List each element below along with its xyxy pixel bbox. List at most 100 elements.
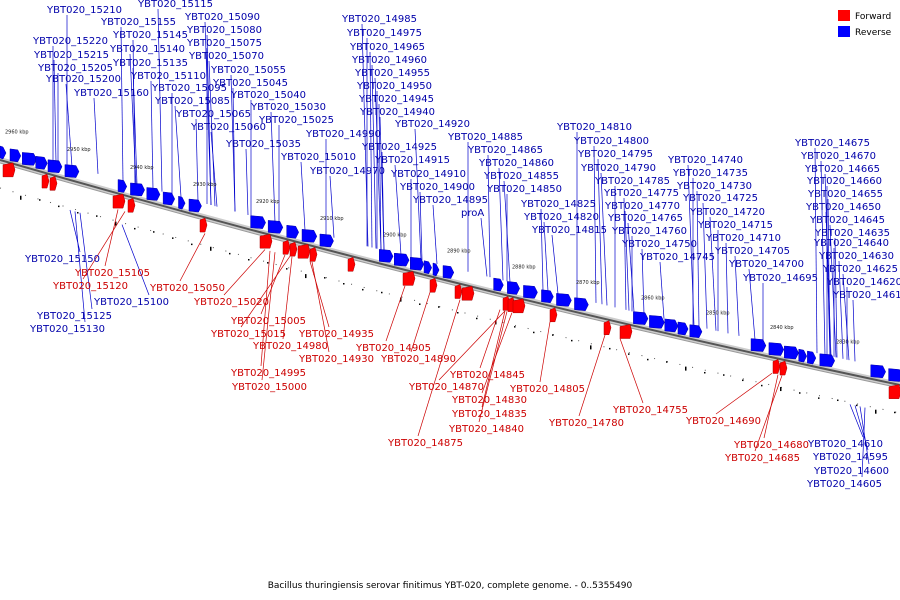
reverse-gene [689,324,703,338]
position-marker [153,231,155,233]
reverse-gene [0,145,7,160]
forward-gene-label: YBT020_14845 [449,370,525,381]
reverse-gene-label: YBT020_15215 [33,50,109,61]
forward-gene-label: YBT020_14685 [724,453,800,464]
forward-gene [461,285,475,301]
reverse-gene-label: YBT020_14595 [812,452,888,463]
forward-gene-label: YBT020_15015 [210,329,286,340]
forward-gene-label: YBT020_14905 [355,343,431,354]
forward-gene [41,173,50,189]
position-marker [115,221,117,226]
forward-gene-label: YBT020_15050 [149,283,225,294]
reverse-gene-label: YBT020_14715 [697,220,773,231]
reverse-gene-label: YBT020_14640 [813,238,889,249]
reverse-gene [807,350,817,365]
reverse-leader [593,145,597,303]
reverse-gene [64,164,80,178]
forward-leader [478,311,508,423]
forward-gene [512,298,526,314]
reverse-leader [65,83,73,167]
reverse-gene-label: YBT020_14825 [520,199,596,210]
reverse-leader [157,8,163,192]
reverse-gene-label: YBT020_14650 [805,202,881,213]
reverse-gene-label: YBT020_15030 [250,102,326,113]
position-marker [742,379,744,382]
reverse-gene-label: YBT020_14790 [580,163,656,174]
forward-leader [410,292,431,353]
reverse-gene [649,315,665,329]
scale-tick-label: 2860 kbp [641,295,665,301]
reverse-leader [543,221,549,292]
forward-gene-label: YBT020_14805 [509,384,585,395]
forward-gene-label: YBT020_15005 [230,316,306,327]
forward-leader [309,261,330,328]
position-marker [799,392,801,394]
scale-tick-label: 2890 kbp [447,248,471,254]
reverse-gene [664,318,679,333]
position-marker [324,277,326,279]
reverse-gene-label: YBT020_14760 [611,226,687,237]
forward-leader [481,312,513,394]
forward-leader [619,338,644,404]
forward-leader [260,254,286,315]
scale-tick-label: 2950 kbp [67,147,91,153]
position-marker [96,215,98,217]
reverse-gene-label: YBT020_15095 [151,83,227,94]
scale-tick-label: 2840 kbp [770,325,794,331]
forward-gene-label: YBT020_14870 [408,382,484,393]
reverse-gene [750,338,767,352]
reverse-leader [174,105,182,197]
position-marker [856,404,858,407]
reverse-gene [47,159,63,174]
reverse-gene-label: YBT020_14940 [359,107,435,118]
reverse-gene-label: YBT020_14860 [478,158,554,169]
reverse-gene-label: YBT020_14730 [676,181,752,192]
position-marker [381,291,383,294]
position-marker [590,345,592,350]
reverse-gene-label: YBT020_14635 [814,228,890,239]
reverse-gene-label: YBT020_14965 [349,42,425,53]
reverse-gene-label: YBT020_14750 [621,239,697,250]
forward-leader [481,310,506,408]
forward-gene [259,233,273,249]
forward-gene-label: YBT020_15105 [74,268,150,279]
reverse-gene [379,249,394,263]
scale-tick-label: 2900 kbp [383,232,407,238]
scale-tick-label: 2930 kbp [193,182,217,188]
reverse-gene-label: YBT020_14915 [374,155,450,166]
forward-gene [2,162,16,178]
reverse-gene-label: YBT020_14770 [604,201,680,212]
forward-gene [603,320,612,335]
reverse-gene-label: YBT020_14900 [399,182,475,193]
reverse-gene-label: YBT020_15010 [280,152,356,163]
forward-gene [199,217,208,233]
reverse-gene-label: YBT020_14865 [467,145,543,156]
reverse-gene [394,252,410,267]
forward-gene [289,241,298,257]
reverse-gene-label: YBT020_14950 [356,81,432,92]
reverse-leader [734,255,740,336]
scale-ticks: 2960 kbp 2950 kbp 2940 kbp 2930 kbp 2920 kbp… [5,129,860,345]
reverse-leader [270,111,276,223]
reverse-gene-label: YBT020_14665 [804,164,880,175]
reverse-gene-label: YBT020_15205 [37,63,113,74]
position-marker [191,243,193,246]
reverse-leader [696,190,700,327]
reverse-leader [132,67,138,185]
map-caption: Bacillus thuringiensis serovar finitimus… [268,581,633,591]
reverse-leader [378,103,382,250]
scale-tick-label: 2830 kbp [836,339,860,345]
forward-gene [402,271,416,286]
forward-leader [311,261,330,353]
forward-leader [179,233,206,282]
position-marker [267,262,269,264]
reverse-gene-label: YBT020_15085 [154,96,230,107]
position-marker [248,258,250,261]
forward-gene-label: YBT020_14980 [252,341,328,352]
position-marker [229,252,231,255]
forward-leader [282,256,293,340]
reverse-gene-label: YBT020_15100 [93,297,169,308]
reverse-leader [79,212,93,310]
reverse-gene-label: YBT020_15160 [73,88,149,99]
reverse-gene-label: YBT020_14850 [486,184,562,195]
